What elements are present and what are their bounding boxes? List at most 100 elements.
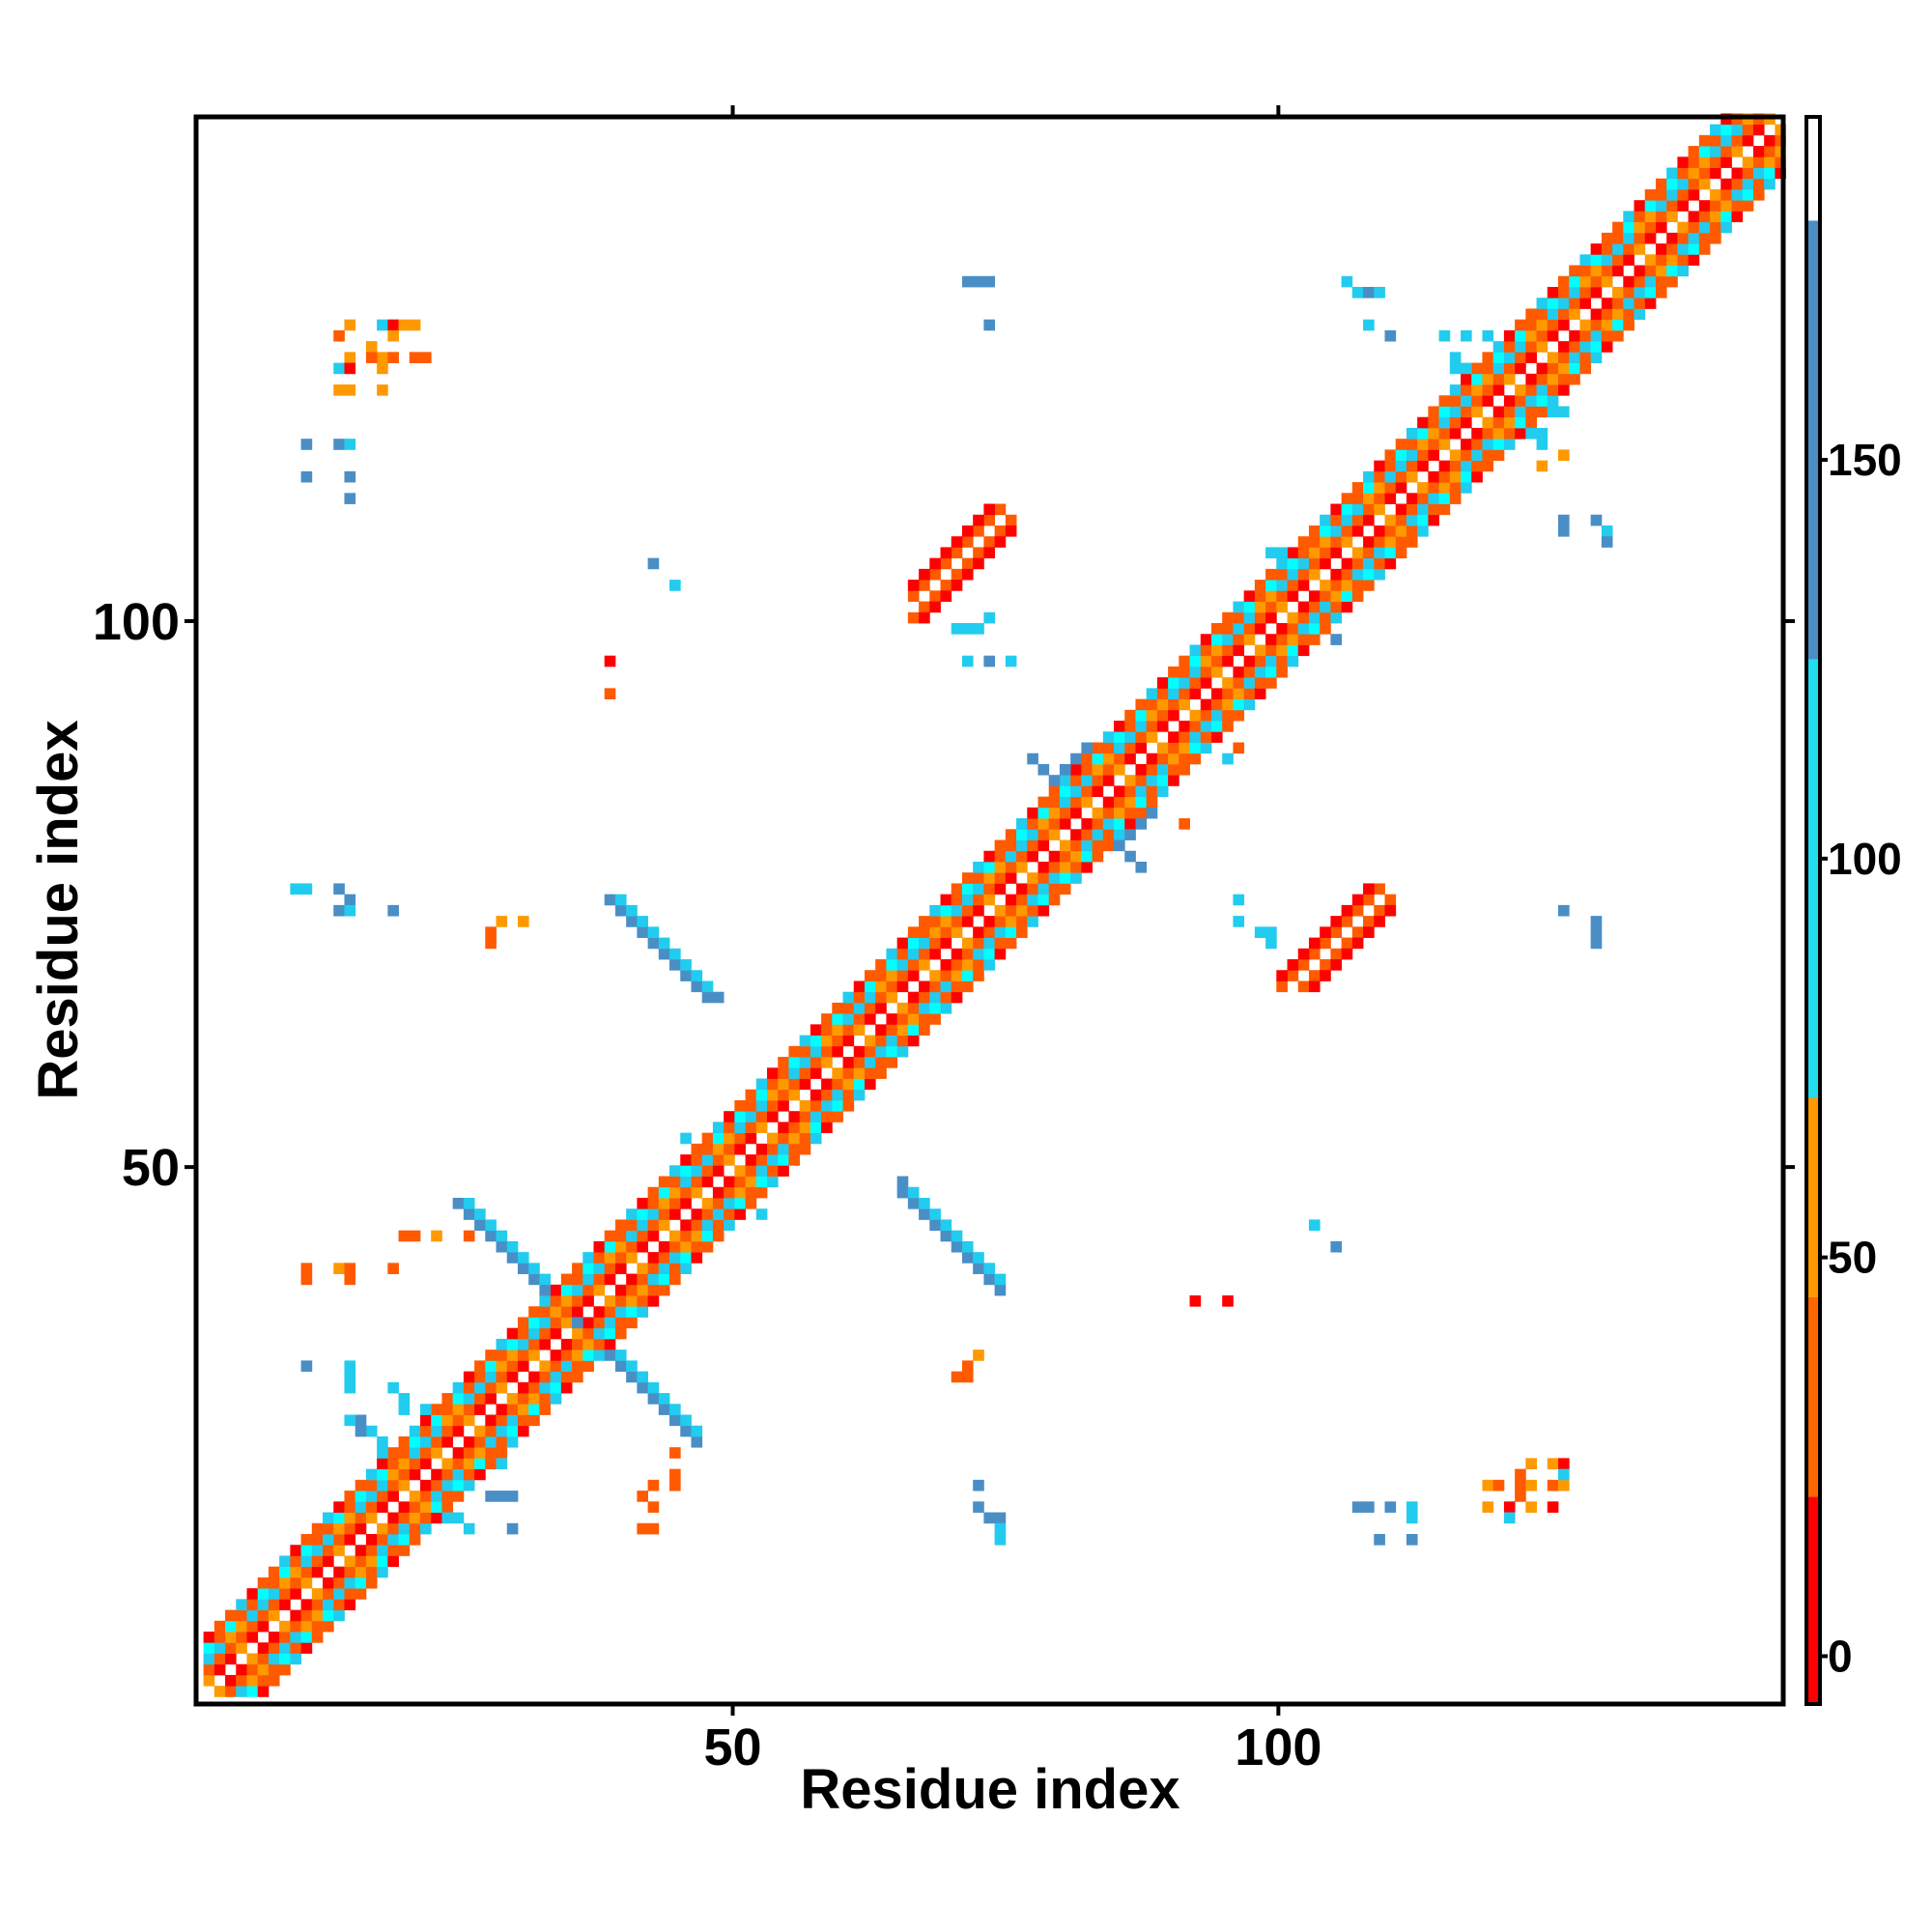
heatmap-cell (1297, 959, 1310, 971)
heatmap-cell (637, 1263, 648, 1274)
heatmap-cell (398, 1534, 411, 1546)
heatmap-cell (1102, 775, 1115, 786)
heatmap-cell (1308, 948, 1321, 960)
heatmap-cell (1179, 731, 1190, 743)
heatmap-cell (431, 1414, 442, 1427)
heatmap-cell (799, 1099, 811, 1112)
heatmap-cell (1731, 124, 1744, 136)
heatmap-cell (973, 514, 984, 526)
heatmap-cell (1233, 644, 1245, 657)
heatmap-cell (886, 948, 898, 960)
heatmap-cell (1395, 439, 1407, 450)
heatmap-cell (1027, 883, 1038, 895)
heatmap-cell (1341, 580, 1353, 591)
colorbar-tick-label: 150 (1828, 435, 1902, 485)
heatmap-cell (1330, 634, 1343, 645)
heatmap-cell (1254, 677, 1266, 689)
heatmap-cell (419, 1522, 432, 1535)
heatmap-cell (745, 1122, 757, 1134)
heatmap-cell (767, 1165, 779, 1177)
heatmap-cell (983, 536, 996, 548)
heatmap-cell (1287, 590, 1299, 602)
heatmap-cell (1428, 416, 1439, 429)
heatmap-cell (983, 916, 996, 927)
heatmap-cell (344, 1360, 356, 1373)
heatmap-cell (961, 904, 974, 917)
heatmap-cell (1059, 818, 1071, 830)
heatmap-cell (485, 937, 497, 950)
heatmap-cell (832, 1089, 843, 1101)
heatmap-cell (886, 970, 898, 981)
heatmap-cell (539, 1338, 552, 1350)
heatmap-cell (1417, 503, 1429, 516)
heatmap-cell (1698, 156, 1711, 168)
heatmap-cell (929, 590, 941, 602)
heatmap-cell (875, 1002, 887, 1014)
heatmap-cell (387, 329, 399, 342)
heatmap-cell (1438, 395, 1451, 407)
heatmap-cell (1092, 742, 1104, 754)
heatmap-cell (973, 1479, 984, 1492)
heatmap-cell (300, 439, 313, 450)
heatmap-cell (1492, 373, 1505, 385)
heatmap-cell (1515, 427, 1526, 440)
heatmap-cell (1525, 341, 1537, 353)
heatmap-cell (1461, 329, 1472, 342)
heatmap-cell (1254, 611, 1266, 624)
heatmap-cell (961, 1360, 974, 1373)
heatmap-cell (745, 1099, 757, 1112)
heatmap-cell (1341, 275, 1353, 288)
heatmap-cell (1742, 156, 1754, 168)
heatmap-cell (1547, 319, 1559, 331)
heatmap-cell (919, 991, 930, 1004)
heatmap-cell (604, 1273, 616, 1286)
heatmap-cell (940, 970, 952, 981)
heatmap-cell (225, 1653, 237, 1665)
heatmap-cell (1731, 178, 1744, 190)
heatmap-cell (279, 1577, 291, 1589)
heatmap-cell (1059, 785, 1071, 798)
heatmap-cell (1276, 601, 1288, 613)
heatmap-cell (1677, 156, 1690, 168)
heatmap-cell (907, 948, 920, 960)
heatmap-cell (1037, 861, 1050, 873)
heatmap-cell (810, 1057, 822, 1068)
heatmap-cell (496, 1435, 508, 1448)
heatmap-cell (246, 1588, 259, 1600)
heatmap-cell (344, 352, 356, 363)
heatmap-cell (377, 1555, 388, 1568)
heatmap-cell (799, 1078, 811, 1091)
heatmap-cell (1048, 861, 1061, 873)
heatmap-cell (1265, 547, 1277, 559)
heatmap-cell (961, 894, 974, 906)
heatmap-cell (712, 1197, 724, 1209)
heatmap-cell (1330, 1240, 1343, 1253)
heatmap-cell (669, 580, 681, 591)
heatmap-cell (236, 1642, 247, 1654)
heatmap-cell (431, 1491, 442, 1502)
heatmap-cell (778, 1078, 789, 1091)
heatmap-cell (1547, 352, 1559, 363)
heatmap-cell (1720, 188, 1732, 201)
heatmap-cell (1612, 243, 1624, 255)
heatmap-cell (387, 1263, 399, 1274)
heatmap-cell (550, 1381, 562, 1394)
heatmap-cell (1168, 677, 1179, 689)
heatmap-cell (604, 1306, 616, 1318)
heatmap-cell (1406, 1534, 1418, 1546)
heatmap-cell (875, 1067, 887, 1079)
heatmap-cell (560, 1317, 573, 1329)
heatmap-cell (1124, 731, 1136, 743)
heatmap-cell (614, 1360, 627, 1373)
heatmap-cell (431, 1404, 442, 1415)
heatmap-cell (1764, 146, 1776, 157)
heatmap-cell (778, 1057, 789, 1068)
heatmap-cell (290, 1609, 301, 1622)
heatmap-cell (983, 937, 996, 950)
heatmap-cell (983, 547, 996, 559)
heatmap-cell (225, 1674, 237, 1687)
heatmap-cell (539, 1327, 552, 1340)
heatmap-cell (669, 1252, 681, 1264)
heatmap-cell (1114, 829, 1125, 840)
heatmap-cell (853, 1089, 866, 1101)
